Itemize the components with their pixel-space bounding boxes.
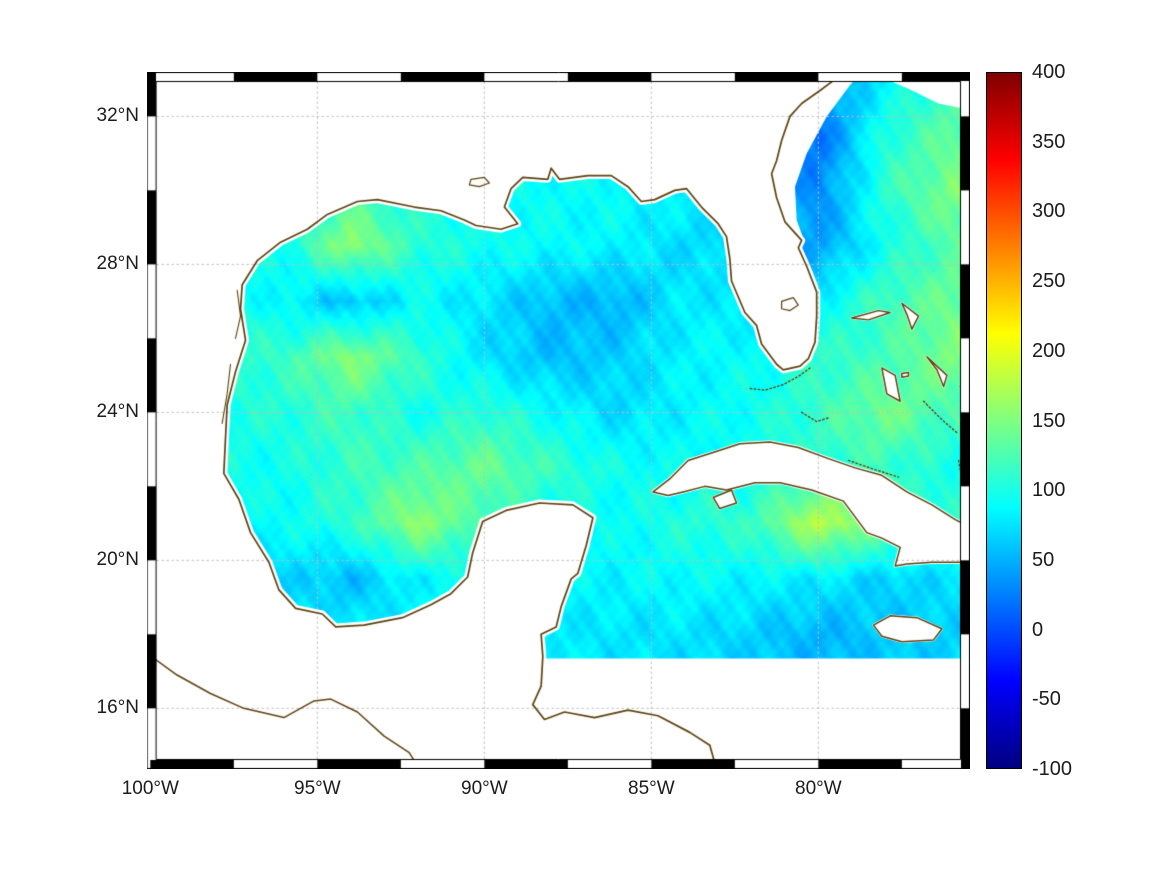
colorbar-tick-label: -100: [1032, 758, 1073, 780]
colorbar-tick-label: 0: [1032, 618, 1044, 641]
lon-tick-label: 95°W: [294, 778, 341, 799]
lat-tick-label: 20°N: [96, 549, 139, 571]
colorbar-gradient: [986, 72, 1022, 769]
lat-tick-label: 32°N: [96, 105, 139, 127]
map-canvas: [147, 72, 970, 769]
colorbar-tick-label: 100: [1032, 479, 1066, 502]
colorbar-tick-label: 300: [1032, 200, 1066, 223]
lat-tick-label: 16°N: [96, 697, 139, 719]
colorbar-tick-label: 200: [1032, 339, 1066, 362]
lat-tick-label: 28°N: [96, 253, 139, 275]
colorbar-tick-label: 350: [1032, 130, 1066, 153]
lon-tick-label: 90°W: [461, 778, 508, 799]
lon-tick-label: 80°W: [795, 778, 842, 799]
lon-tick-label: 100°W: [121, 778, 179, 799]
lat-tick-label: 24°N: [96, 401, 139, 423]
lon-tick-label: 85°W: [628, 778, 675, 799]
colorbar-tick-label: 150: [1032, 409, 1066, 432]
colorbar-tick-label: -50: [1032, 688, 1061, 711]
colorbar-tick-label: 400: [1032, 61, 1066, 83]
colorbar-tick-label: 50: [1032, 548, 1055, 571]
colorbar-tick-label: 250: [1032, 270, 1066, 293]
